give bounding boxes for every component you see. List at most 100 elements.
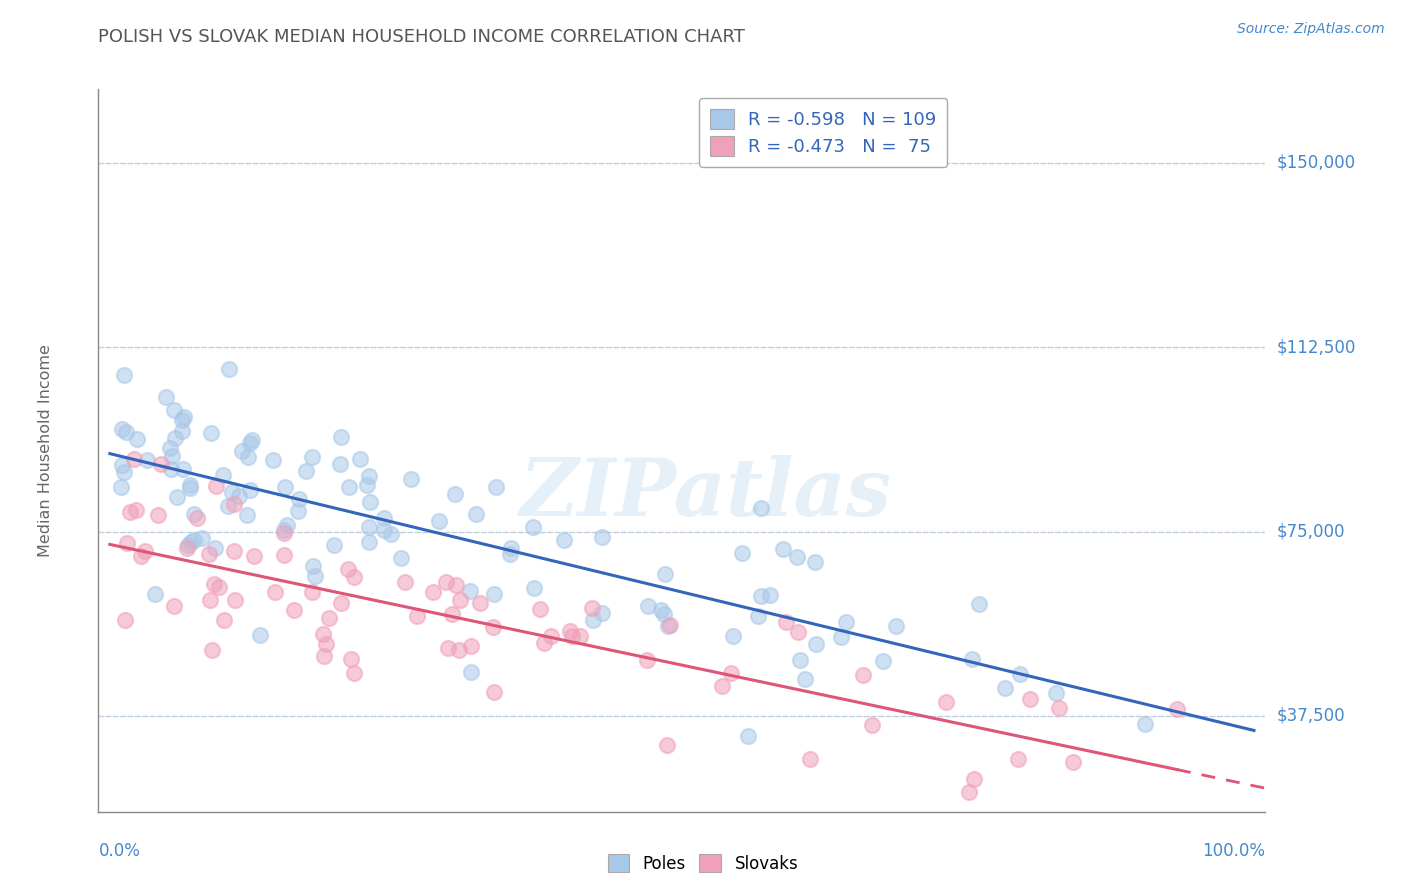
Point	[380, 527, 402, 541]
Point	[482, 586, 505, 600]
Point	[1133, 717, 1156, 731]
Point	[657, 619, 679, 633]
Point	[499, 548, 522, 562]
Point	[111, 422, 134, 436]
Point	[591, 606, 613, 620]
Point	[236, 450, 259, 464]
Point	[311, 626, 333, 640]
Point	[963, 772, 986, 786]
Point	[373, 511, 395, 525]
Point	[342, 666, 364, 681]
Point	[860, 718, 883, 732]
Point	[150, 457, 173, 471]
Point	[163, 403, 186, 417]
Point	[373, 523, 395, 537]
Point	[323, 537, 346, 551]
Point	[176, 538, 198, 552]
Point	[458, 584, 481, 599]
Point	[200, 426, 222, 441]
Point	[434, 575, 457, 590]
Point	[236, 508, 259, 522]
Point	[786, 550, 808, 565]
Point	[288, 491, 311, 506]
Point	[1062, 756, 1084, 770]
Point	[872, 654, 894, 668]
Point	[183, 533, 205, 548]
Point	[274, 480, 297, 494]
Point	[204, 541, 226, 555]
Point	[884, 619, 907, 633]
Point	[302, 559, 325, 574]
Point	[359, 519, 381, 533]
Point	[112, 465, 135, 479]
Point	[146, 508, 169, 522]
Point	[636, 653, 658, 667]
Point	[1045, 686, 1067, 700]
Point	[553, 533, 575, 547]
Point	[114, 613, 136, 627]
Point	[159, 462, 181, 476]
Point	[312, 648, 335, 663]
Point	[482, 620, 505, 634]
Point	[330, 430, 353, 444]
Point	[120, 505, 142, 519]
Point	[221, 485, 243, 500]
Point	[803, 555, 825, 569]
Point	[799, 752, 821, 766]
Point	[122, 452, 145, 467]
Point	[201, 642, 224, 657]
Point	[444, 578, 467, 592]
Point	[343, 570, 366, 584]
Point	[789, 653, 811, 667]
Point	[301, 585, 323, 599]
Point	[436, 640, 458, 655]
Point	[340, 652, 363, 666]
Point	[804, 637, 827, 651]
Point	[173, 409, 195, 424]
Point	[522, 519, 544, 533]
Point	[775, 615, 797, 629]
Legend: Poles, Slovaks: Poles, Slovaks	[602, 847, 804, 880]
Point	[449, 592, 471, 607]
Point	[163, 599, 186, 613]
Point	[994, 681, 1017, 695]
Point	[273, 548, 295, 562]
Point	[159, 441, 181, 455]
Point	[155, 390, 177, 404]
Point	[183, 508, 205, 522]
Point	[394, 575, 416, 590]
Point	[283, 603, 305, 617]
Point	[287, 504, 309, 518]
Point	[655, 739, 678, 753]
Point	[427, 514, 450, 528]
Point	[960, 651, 983, 665]
Point	[337, 480, 360, 494]
Point	[191, 531, 214, 545]
Legend: R = -0.598   N = 109, R = -0.473   N =  75: R = -0.598 N = 109, R = -0.473 N = 75	[699, 98, 948, 167]
Point	[186, 511, 208, 525]
Point	[129, 549, 152, 563]
Point	[170, 425, 193, 439]
Point	[263, 585, 285, 599]
Point	[204, 479, 226, 493]
Point	[217, 499, 239, 513]
Point	[485, 480, 508, 494]
Point	[561, 629, 583, 643]
Point	[749, 589, 772, 603]
Point	[558, 624, 581, 639]
Point	[228, 490, 250, 504]
Point	[115, 425, 138, 439]
Point	[1047, 701, 1070, 715]
Point	[730, 546, 752, 560]
Point	[1007, 752, 1029, 766]
Point	[330, 596, 353, 610]
Point	[224, 593, 246, 607]
Point	[359, 535, 381, 549]
Point	[582, 613, 605, 627]
Point	[759, 588, 782, 602]
Point	[935, 695, 957, 709]
Point	[112, 368, 135, 383]
Point	[568, 629, 591, 643]
Point	[499, 541, 522, 555]
Text: $37,500: $37,500	[1277, 706, 1346, 725]
